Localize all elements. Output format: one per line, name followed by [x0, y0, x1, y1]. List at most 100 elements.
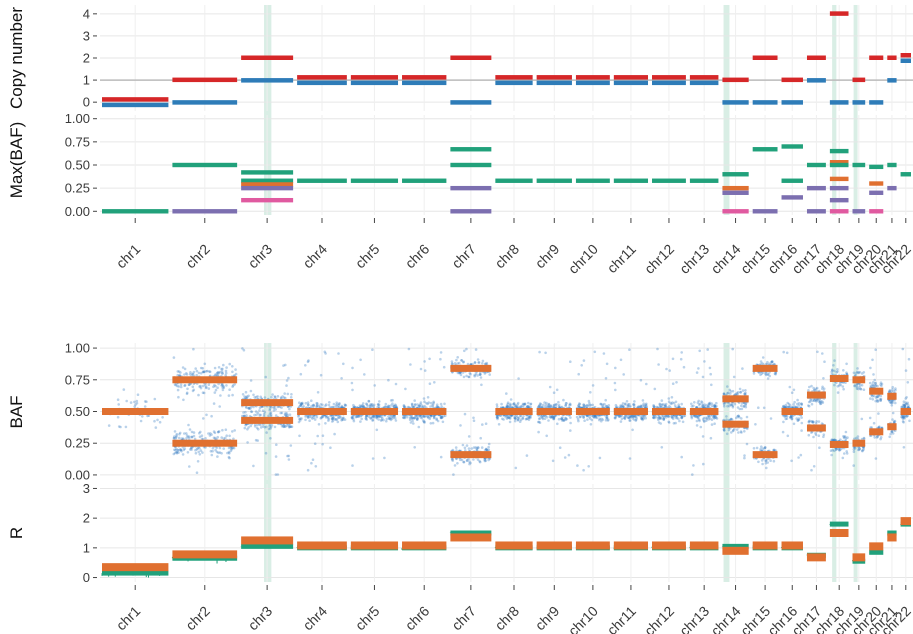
baf-point — [575, 415, 579, 419]
baf-point — [224, 369, 228, 373]
baf-point — [506, 401, 510, 405]
baf-point — [368, 404, 372, 408]
baf-point — [341, 418, 345, 422]
baf-fitted-segment — [689, 408, 719, 415]
baf-point — [465, 374, 468, 378]
baf-point — [815, 386, 819, 390]
baf-point — [640, 416, 643, 420]
baf-point — [173, 435, 176, 438]
baf-point — [192, 370, 196, 374]
baf-point — [194, 451, 198, 455]
baf-point — [790, 391, 794, 395]
baf-point — [177, 449, 180, 452]
baf-point — [529, 415, 532, 419]
cn-minor-segment — [887, 78, 897, 83]
baf-point — [553, 403, 556, 407]
baf-point — [538, 350, 541, 354]
baf-point — [428, 357, 431, 361]
baf-point — [117, 403, 120, 406]
baf-point — [484, 459, 488, 463]
baf-point — [450, 458, 454, 461]
baf-point — [474, 372, 478, 376]
baf-point — [519, 414, 522, 418]
baf-point — [392, 416, 395, 419]
maxbaf-segment — [722, 172, 749, 177]
baf-point — [221, 367, 224, 371]
baf-point — [594, 415, 598, 418]
baf-point — [501, 417, 504, 421]
baf-point — [207, 383, 211, 387]
baf-point — [393, 414, 396, 418]
baf-point — [262, 412, 266, 416]
baf-fitted-segment — [869, 428, 884, 436]
maxbaf-segment — [887, 162, 897, 168]
baf-point — [286, 454, 289, 458]
baf-point — [821, 352, 824, 355]
baf-point — [635, 416, 638, 420]
baf-point — [185, 434, 189, 437]
baf-point — [376, 415, 379, 418]
y-tick-label: 2 — [83, 511, 90, 526]
baf-point — [403, 405, 407, 409]
baf-point — [213, 366, 217, 370]
baf-point — [632, 418, 636, 421]
baf-point — [601, 404, 604, 407]
baf-point — [315, 415, 319, 419]
y-tick-label: 4 — [83, 6, 90, 21]
maxbaf-segment — [781, 178, 803, 183]
baf-point — [351, 388, 354, 392]
baf-point — [270, 424, 274, 427]
baf-point — [441, 420, 445, 424]
baf-point — [321, 414, 325, 418]
baf-point — [659, 422, 662, 425]
baf-point — [698, 349, 701, 353]
baf-point — [333, 405, 336, 409]
baf-point — [419, 367, 423, 371]
baf-point — [513, 403, 517, 407]
baf-point — [618, 414, 621, 418]
baf-fitted-segment — [752, 364, 778, 372]
highlight-region — [723, 343, 730, 582]
baf-point — [192, 431, 196, 434]
baf-point — [385, 417, 389, 421]
baf-point — [699, 425, 703, 429]
baf-point — [297, 405, 301, 409]
baf-point — [331, 417, 334, 421]
baf-point — [377, 415, 380, 418]
baf-point — [743, 456, 746, 460]
baf-point — [343, 403, 347, 407]
baf-point — [729, 417, 733, 421]
baf-point — [667, 421, 671, 424]
baf-point — [861, 449, 864, 453]
baf-point — [807, 389, 810, 392]
cn-minor-segment — [575, 80, 610, 86]
baf-point — [213, 431, 217, 435]
baf-point — [679, 357, 683, 361]
baf-point — [391, 417, 394, 420]
baf-point — [306, 468, 310, 472]
baf-point — [640, 417, 644, 421]
baf-point — [199, 366, 203, 370]
baf-point — [340, 404, 344, 408]
baf-point — [765, 466, 768, 470]
baf-point — [387, 404, 390, 408]
chr-label: chr14 — [708, 241, 744, 277]
baf-fitted-segment — [450, 451, 492, 459]
maxbaf-segment — [575, 178, 610, 183]
baf-point — [901, 347, 905, 351]
baf-point — [874, 399, 877, 403]
baf-point — [207, 387, 211, 390]
baf-point — [283, 424, 287, 428]
baf-point — [623, 416, 627, 420]
baf-point — [583, 419, 586, 423]
baf-point — [479, 372, 482, 376]
baf-point — [279, 411, 283, 415]
baf-point — [365, 402, 368, 406]
baf-point — [220, 436, 223, 439]
baf-point — [459, 424, 462, 427]
baf-point — [254, 410, 258, 413]
baf-point — [263, 410, 267, 414]
baf-point — [331, 419, 335, 422]
baf-point — [282, 425, 286, 429]
